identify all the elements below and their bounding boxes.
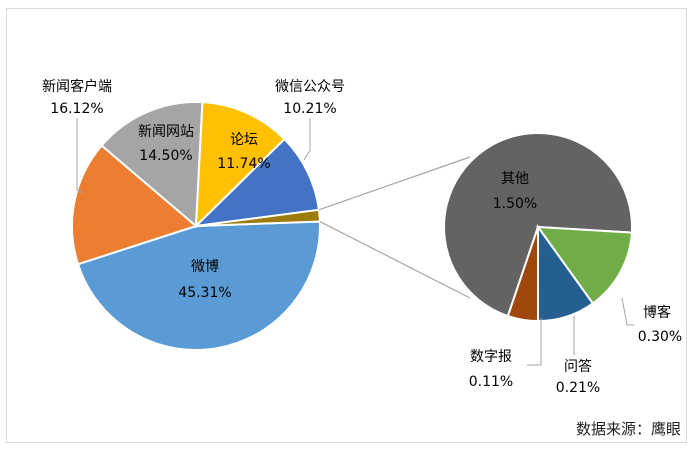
label-news-site-value: 14.50% [139, 148, 192, 164]
label-wechat-value: 10.21% [283, 101, 336, 117]
label-forum-name: 论坛 [230, 132, 258, 148]
label-wechat-name: 微信公众号 [275, 79, 345, 95]
data-source-note: 数据来源：鹰眼 [575, 420, 681, 438]
slice-news-site [100, 101, 204, 229]
label-news-site-name: 新闻网站 [138, 124, 194, 140]
label-news-client-value: 16.12% [50, 101, 103, 117]
connector-line-top [318, 156, 471, 211]
label-blog-name: 博客 [643, 304, 671, 321]
slice-wechat [193, 137, 321, 228]
label-qa-name: 问答 [564, 358, 592, 375]
label-news-client-name: 新闻客户端 [42, 78, 112, 95]
label-blog-value: 0.30% [638, 329, 682, 345]
label-forum-value: 11.74% [217, 156, 270, 172]
label-digital-paper-value: 0.11% [469, 374, 513, 390]
label-qa-value: 0.21% [556, 380, 600, 396]
leader-blog [621, 297, 634, 326]
slice-digital-paper [506, 226, 539, 323]
leader-digital-paper [527, 318, 542, 366]
slice-news-client [71, 144, 199, 266]
slice-weibo [76, 220, 321, 351]
slice-forum [194, 101, 286, 229]
label-secondary-other-name: 其他 [501, 171, 529, 187]
label-weibo-value: 45.31% [178, 285, 231, 301]
label-secondary-other-value: 1.50% [493, 196, 537, 212]
connector-line-bottom [319, 220, 471, 299]
label-weibo-name: 微博 [191, 258, 219, 275]
slice-secondary-other [443, 132, 633, 318]
label-digital-paper-name: 数字报 [470, 349, 512, 365]
leader-wechat [303, 118, 311, 161]
slice-blog [535, 225, 633, 305]
slice-other [195, 208, 321, 227]
leader-news-client [76, 118, 84, 194]
